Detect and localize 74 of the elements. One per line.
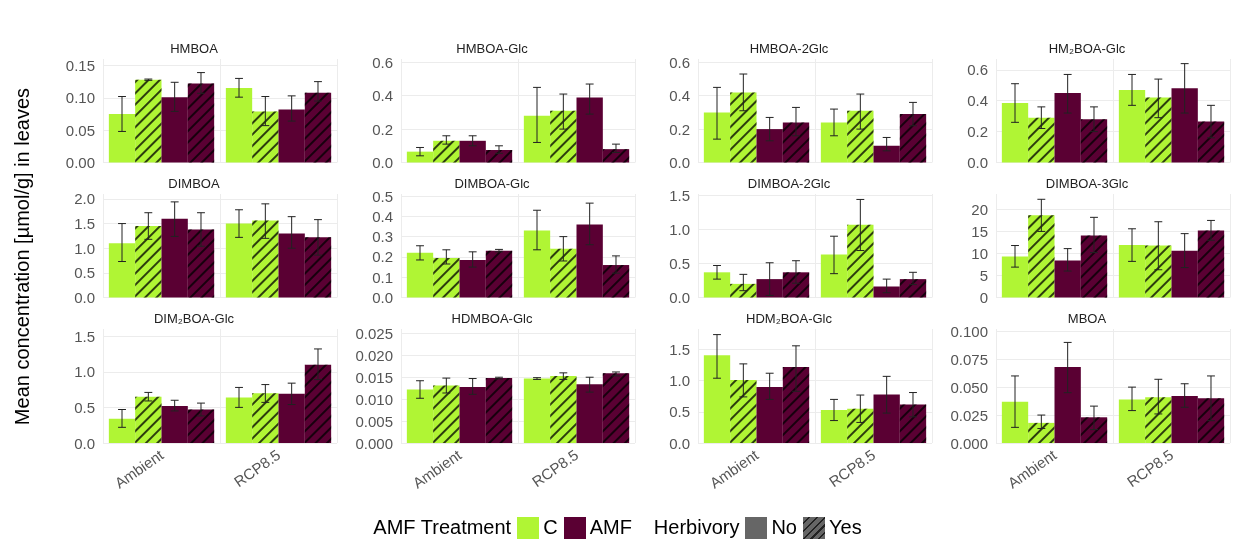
y-tick-label: 1.5	[669, 341, 690, 359]
y-tick-label: 0.000	[354, 434, 393, 452]
y-tick-label: 0.0	[371, 154, 393, 171]
y-tick-label: 0.0	[371, 289, 393, 306]
y-tick-label: 0.4	[371, 87, 393, 105]
y-tick-label: 0.010	[354, 390, 393, 408]
chart-title: DIMBOA-2Glc	[747, 176, 831, 191]
y-tick-label: 1.0	[74, 239, 95, 257]
chart-title: HMBOA-Glc	[455, 41, 528, 56]
chart-title: HMBOA-2Glc	[749, 41, 829, 56]
y-tick-label: 0.4	[371, 207, 393, 225]
legend-label: C	[543, 516, 558, 539]
y-tick-label: 0.6	[371, 53, 393, 71]
y-tick-label: 1.0	[669, 372, 690, 390]
y-tick-label: 0.10	[65, 89, 95, 107]
y-tick-label: 0.100	[949, 322, 988, 340]
text: No	[771, 516, 797, 539]
y-tick-label: 0.0	[669, 154, 690, 171]
text: Yes	[829, 516, 862, 539]
y-tick-label: 0	[979, 289, 988, 306]
legend-label: AMF	[589, 516, 632, 539]
legend-title: AMF Treatment	[373, 516, 512, 539]
chart-title: HDMBOA-Glc	[451, 311, 533, 326]
y-tick-label: 0.4	[966, 92, 988, 110]
y-tick-label: 0.025	[354, 324, 393, 342]
text: Herbivory	[653, 516, 740, 539]
y-tick-label: 0.5	[74, 264, 95, 282]
y-tick-label: 2.0	[74, 190, 95, 208]
y-tick-label: 0.000	[949, 434, 988, 452]
y-tick-label: 0.2	[371, 248, 393, 266]
y-tick-label: 0.5	[669, 403, 690, 421]
y-tick-label: 0.2	[669, 120, 690, 138]
y-tick-label: 0.00	[65, 154, 95, 171]
y-tick-label: 0.005	[354, 412, 393, 430]
y-tick-label: 0.015	[354, 368, 393, 386]
y-tick-label: 0.5	[74, 398, 95, 416]
y-axis-title: Mean concentration [µmol/g] in leaves	[10, 86, 34, 428]
y-tick-label: 0.05	[65, 121, 95, 139]
y-tick-label: 0.3	[371, 228, 393, 246]
y-tick-label: 0.020	[354, 346, 393, 364]
y-tick-label: 1.0	[669, 220, 690, 238]
y-tick-label: 0.5	[371, 187, 393, 205]
y-tick-label: 1.5	[669, 186, 690, 204]
y-tick-label: 0.0	[74, 289, 95, 306]
y-tick-label: 0.2	[966, 123, 988, 141]
chart-title: DIMBOA-Glc	[453, 176, 530, 191]
chart-title: HDM₂BOA-Glc	[746, 311, 833, 326]
y-tick-label: 0.0	[966, 154, 988, 171]
chart-title: DIMBOA	[168, 176, 220, 191]
y-tick-label: 0.1	[371, 268, 393, 286]
y-tick-label: 0.2	[371, 120, 393, 138]
y-tick-label: 0.4	[669, 87, 690, 105]
y-tick-label: 20	[970, 200, 988, 218]
y-tick-label: 0.15	[65, 56, 95, 74]
y-tick-label: 0.0	[669, 434, 690, 452]
chart-title: DIMBOA-3Glc	[1045, 176, 1129, 191]
y-tick-label: 1.0	[74, 363, 95, 381]
chart-title: HMBOA	[170, 41, 219, 56]
y-tick-label: 10	[970, 244, 988, 262]
y-tick-label: 0.0	[669, 289, 690, 306]
y-tick-label: 0.6	[669, 53, 690, 71]
y-tick-label: 1.5	[74, 327, 95, 345]
y-tick-label: 0.025	[949, 406, 988, 424]
y-tick-label: 0.075	[949, 350, 988, 368]
y-tick-label: 15	[970, 222, 988, 240]
y-tick-label: 0.050	[949, 378, 988, 396]
y-tick-label: 1.5	[74, 215, 95, 233]
chart-title: HM₂BOA-Glc	[1048, 41, 1126, 56]
y-tick-label: 5	[979, 266, 988, 284]
y-tick-label: 0.5	[669, 254, 690, 272]
chart-title: DIM₂BOA-Glc	[153, 311, 235, 326]
chart-title: MBOA	[1067, 311, 1106, 326]
y-tick-label: 0.6	[966, 61, 988, 79]
y-tick-label: 0.0	[74, 434, 95, 452]
